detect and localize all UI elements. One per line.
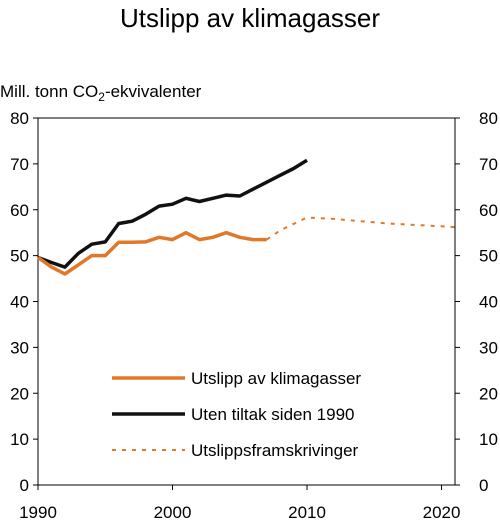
y-tick-label-left: 0 [20,476,29,495]
plot-border [37,117,456,486]
y-tick-label-left: 60 [10,201,29,220]
y-tick-label-left: 30 [10,338,29,357]
plot-frame [37,117,456,486]
x-tick-label: 2000 [154,503,192,522]
y-tick-label-right: 0 [479,476,488,495]
chart-title: Utslipp av klimagasser [120,3,380,33]
y-axis-unit-subscript: 2 [98,90,105,104]
legend: Utslipp av klimagasser Uten tiltak siden … [112,369,361,460]
y-tick-label-left: 20 [10,384,29,403]
y-tick-label-right: 10 [479,430,498,449]
series-line-without-measures [37,158,308,269]
y-axis-unit-pre: Mill. tonn CO [0,82,98,101]
y-tick-label-right: 70 [479,155,498,174]
y-tick-label-right: 50 [479,247,498,266]
y-tick-label-right: 30 [479,338,498,357]
y-tick-label-right: 20 [479,384,498,403]
y-ticks-right: 0 10 20 30 40 50 60 70 80 [455,109,498,495]
y-tick-label-right: 40 [479,293,498,312]
y-tick-label-left: 70 [10,155,29,174]
y-tick-label-left: 40 [10,293,29,312]
legend-label: Utslippsframskrivinger [191,441,359,460]
legend-label: Uten tiltak siden 1990 [191,405,355,424]
x-tick-label: 2020 [423,503,461,522]
y-tick-label-left: 80 [10,109,29,128]
series-layer [36,158,456,276]
x-tick-label: 1990 [19,503,57,522]
y-axis-unit-post: -ekvivalenter [105,82,202,101]
x-ticks: 1990 2000 2010 2020 [19,485,460,522]
series-line-projection [266,216,456,241]
x-tick-label: 2010 [288,503,326,522]
legend-label: Utslipp av klimagasser [191,369,361,388]
y-tick-label-left: 10 [10,430,29,449]
y-tick-label-right: 60 [479,201,498,220]
y-tick-label-right: 80 [479,109,498,128]
y-tick-label-left: 50 [10,247,29,266]
series-line-emissions [36,230,267,276]
y-axis-unit-label: Mill. tonn CO2-ekvivalenter [0,82,202,104]
y-ticks-left: 0 10 20 30 40 50 60 70 80 [10,109,38,495]
